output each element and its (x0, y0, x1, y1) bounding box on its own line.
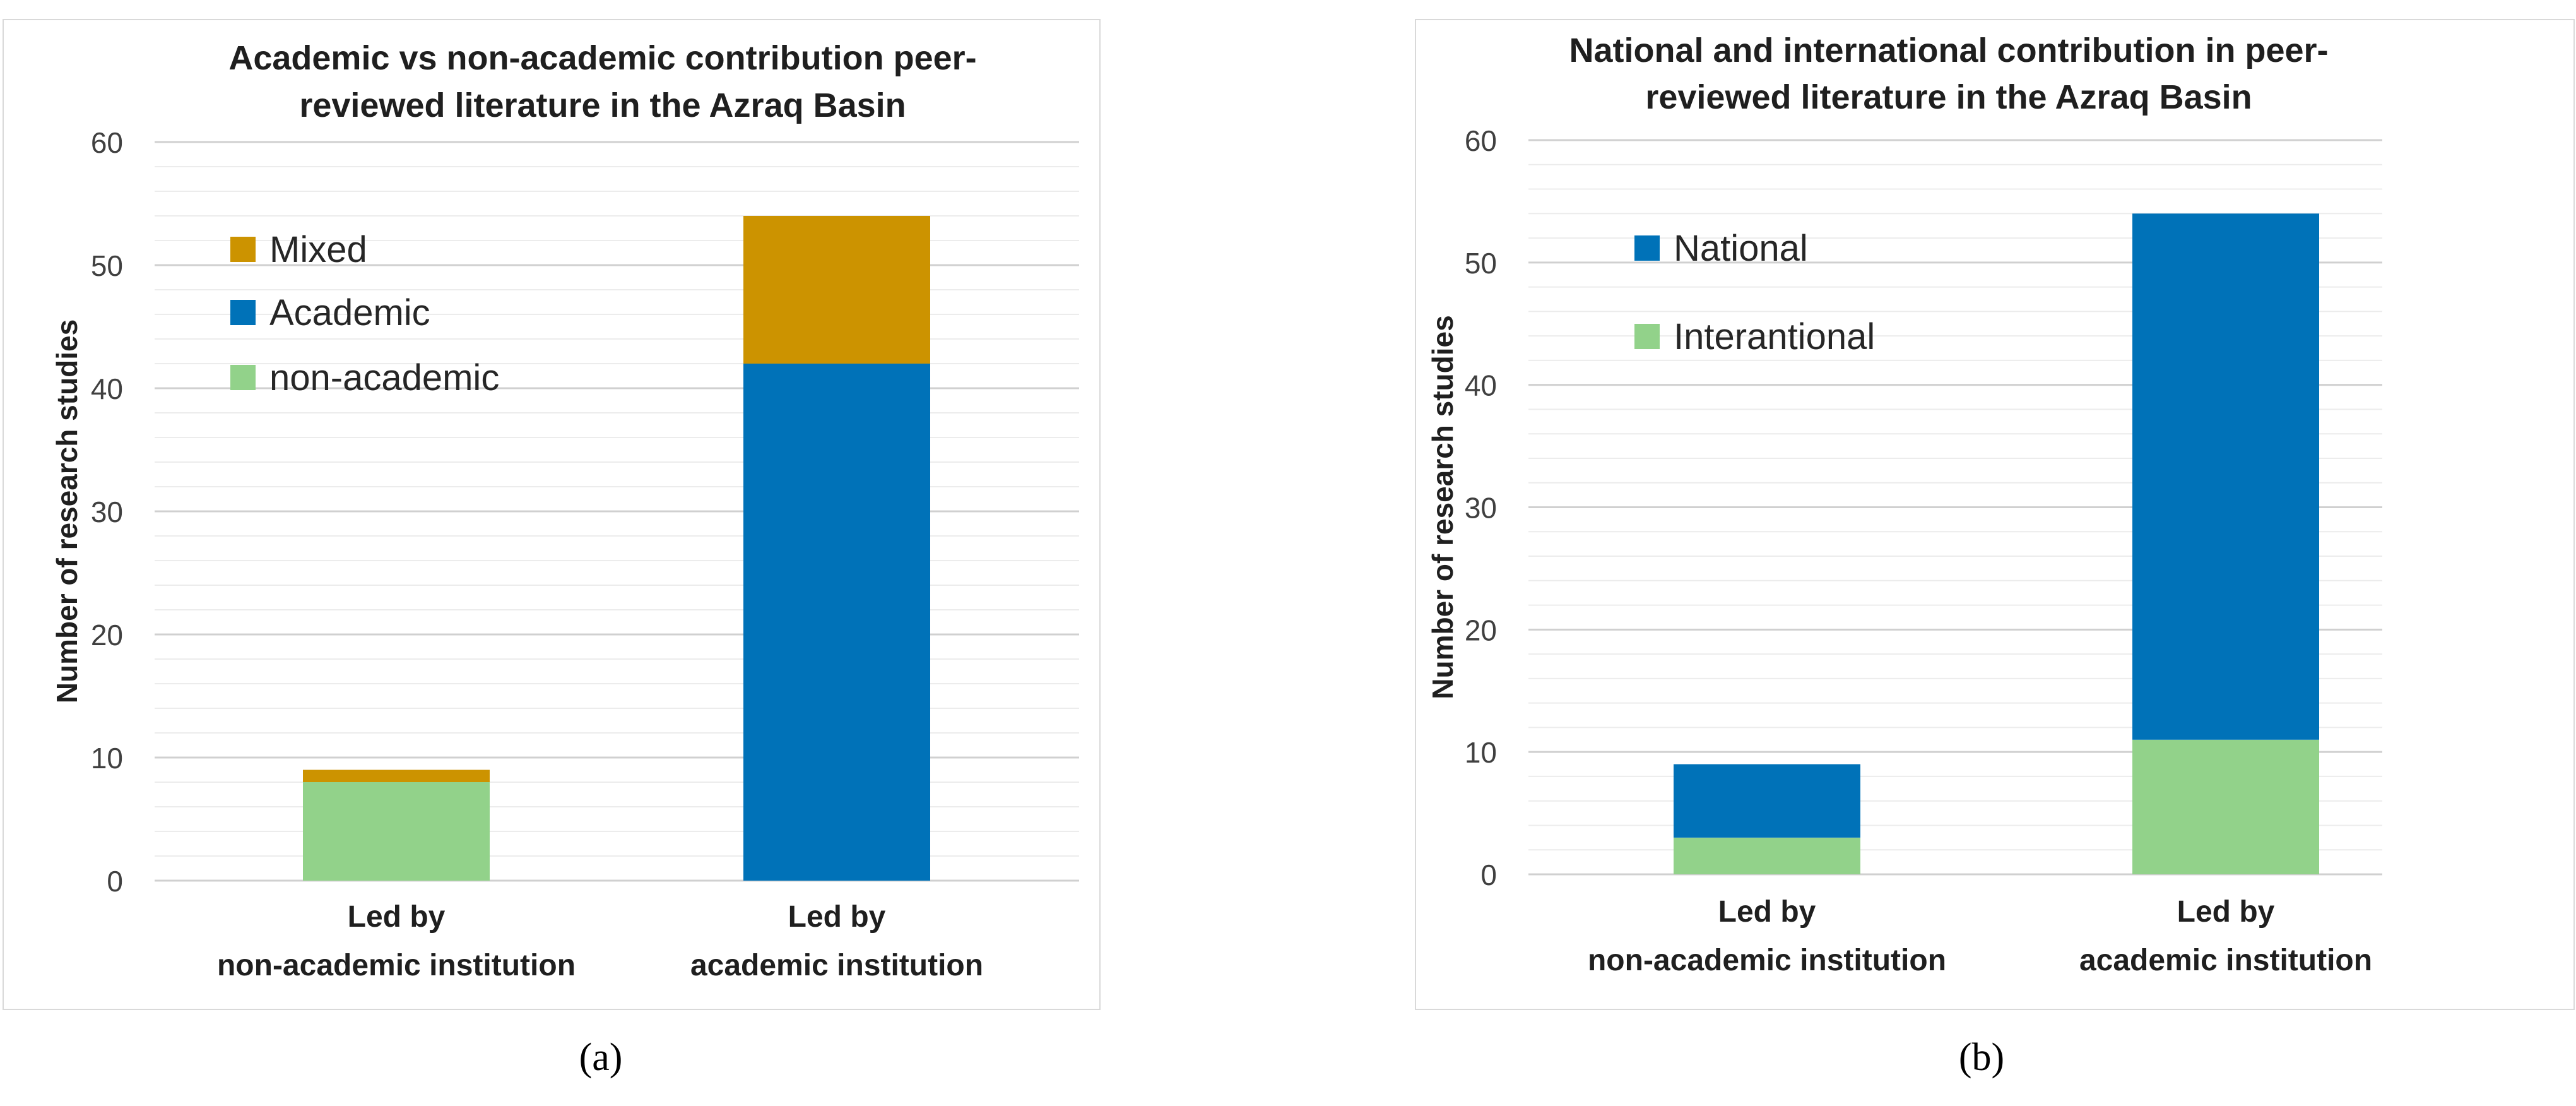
y-tick-label: 50 (91, 249, 123, 282)
legend-swatch-national (1634, 235, 1660, 261)
y-tick-label: 20 (91, 619, 123, 651)
y-tick-label: 0 (107, 865, 123, 898)
bar-interantional-2 (2132, 739, 2319, 874)
y-tick-label: 40 (91, 372, 123, 405)
y-tick-label: 10 (91, 742, 123, 775)
legend-label-interantional: Interantional (1674, 316, 1875, 357)
y-axis-label: Number of research studies (1426, 315, 1459, 699)
y-tick-label: 0 (1480, 859, 1497, 891)
y-tick-label: 10 (1465, 736, 1497, 769)
chart-title-line-1: Academic vs non-academic contribution pe… (228, 39, 976, 77)
y-tick-label: 20 (1465, 614, 1497, 646)
panel-label-b: (b) (1958, 1036, 2005, 1079)
y-tick-label: 50 (1465, 247, 1497, 280)
x-category-label: non-academic institution (217, 949, 576, 982)
chart-title-line-1: National and international contribution … (1569, 32, 2328, 69)
legend-label-national: National (1674, 228, 1808, 269)
legend-swatch-academic (230, 300, 256, 325)
x-category-label: Led by (2177, 895, 2275, 929)
bar-national-1 (1674, 764, 1860, 838)
chart-a: 0 10 20 30 40 50 60 Academic vs non-academic co… (50, 39, 1079, 982)
x-category-label: non-academic institution (1588, 944, 1946, 977)
bar-interantional-1 (1674, 837, 1860, 874)
panel-label-a: (a) (579, 1036, 623, 1079)
bar-non-academic-1 (303, 782, 490, 881)
bar-academic-2 (743, 364, 930, 881)
y-tick-label: 30 (91, 496, 123, 528)
y-tick-label: 60 (91, 126, 123, 159)
chart-title-line-2: reviewed literature in the Azraq Basin (299, 86, 906, 124)
legend-label-non-academic: non-academic (269, 357, 499, 398)
legend-label-academic: Academic (269, 292, 430, 333)
x-category-label: Led by (1718, 895, 1816, 929)
chart-title-line-2: reviewed literature in the Azraq Basin (1645, 78, 2252, 116)
bar-mixed-2 (743, 216, 930, 364)
bar-national-2 (2132, 213, 2319, 740)
chart-b: 0 10 20 30 40 50 60 National and international … (1426, 32, 2382, 977)
x-category-label: Led by (788, 900, 886, 934)
y-axis-label: Number of research studies (50, 319, 83, 703)
chart-b-frame (1415, 19, 2575, 1010)
y-tick-label: 40 (1465, 369, 1497, 402)
legend-swatch-mixed (230, 237, 256, 262)
legend-label-mixed: Mixed (269, 229, 367, 270)
y-tick-label: 30 (1465, 492, 1497, 525)
bar-mixed-1 (303, 770, 490, 782)
y-tick-label: 60 (1465, 124, 1497, 157)
x-category-label: academic institution (690, 949, 983, 982)
legend-swatch-non-academic (230, 365, 256, 390)
legend-swatch-interantional (1634, 324, 1660, 349)
x-category-label: Led by (348, 900, 446, 934)
x-category-label: academic institution (2079, 944, 2372, 977)
